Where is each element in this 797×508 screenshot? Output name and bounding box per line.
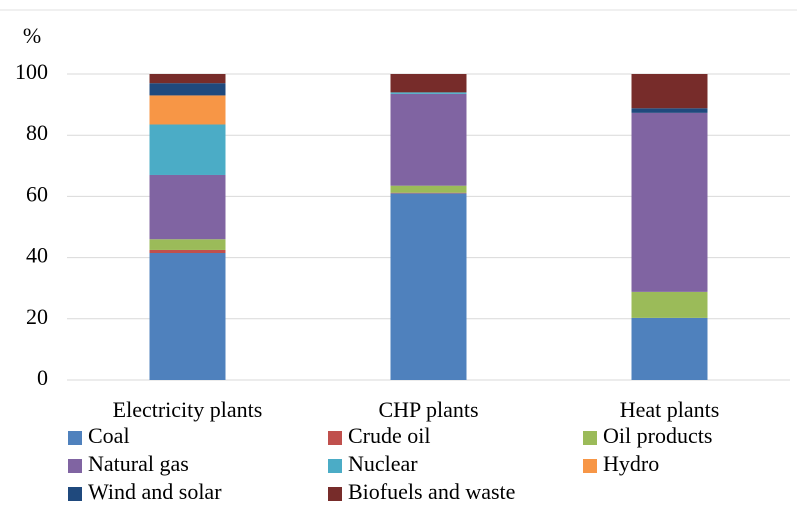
x-tick-label: CHP plants: [378, 397, 478, 422]
bar-segment: [149, 249, 226, 254]
bar-segment: [149, 124, 226, 175]
y-axis-label: %: [23, 23, 41, 48]
legend-swatch: [68, 431, 82, 445]
legend-label: Oil products: [603, 423, 712, 448]
bar-segment: [631, 108, 708, 113]
legend-label: Hydro: [603, 451, 659, 476]
bar-segment: [390, 193, 467, 380]
bar-segment: [631, 317, 708, 380]
bar-segment: [631, 291, 708, 318]
x-tick-label: Heat plants: [620, 397, 720, 422]
y-tick-label: 0: [37, 365, 48, 390]
y-tick-label: 100: [15, 59, 48, 84]
legend-label: Crude oil: [348, 423, 431, 448]
bar-segment: [390, 93, 467, 186]
legend-label: Nuclear: [348, 451, 418, 476]
legend-swatch: [328, 431, 342, 445]
bar-segment: [390, 185, 467, 193]
y-tick-label: 60: [26, 181, 48, 206]
bar-segment: [149, 83, 226, 96]
bar-segment: [149, 239, 226, 250]
bar-segment: [390, 192, 467, 194]
legend-swatch: [328, 487, 342, 501]
bar-segment: [390, 74, 467, 93]
y-tick-label: 40: [26, 243, 48, 268]
bar-segment: [149, 95, 226, 125]
legend-swatch: [583, 459, 597, 473]
legend-label: Natural gas: [88, 451, 189, 476]
legend-swatch: [328, 459, 342, 473]
bar-segment: [149, 74, 226, 84]
x-tick-label: Electricity plants: [113, 397, 263, 422]
y-tick-label: 80: [26, 120, 48, 145]
legend-label: Biofuels and waste: [348, 479, 515, 504]
bar-segment: [631, 74, 708, 109]
bar-segment: [149, 253, 226, 380]
bar-segment: [390, 92, 467, 94]
y-tick-label: 20: [26, 304, 48, 329]
legend-swatch: [68, 459, 82, 473]
bar-segment: [631, 112, 708, 292]
legend-label: Coal: [88, 423, 130, 448]
legend-swatch: [583, 431, 597, 445]
legend-swatch: [68, 487, 82, 501]
bar-segment: [149, 174, 226, 240]
legend-label: Wind and solar: [88, 479, 222, 504]
